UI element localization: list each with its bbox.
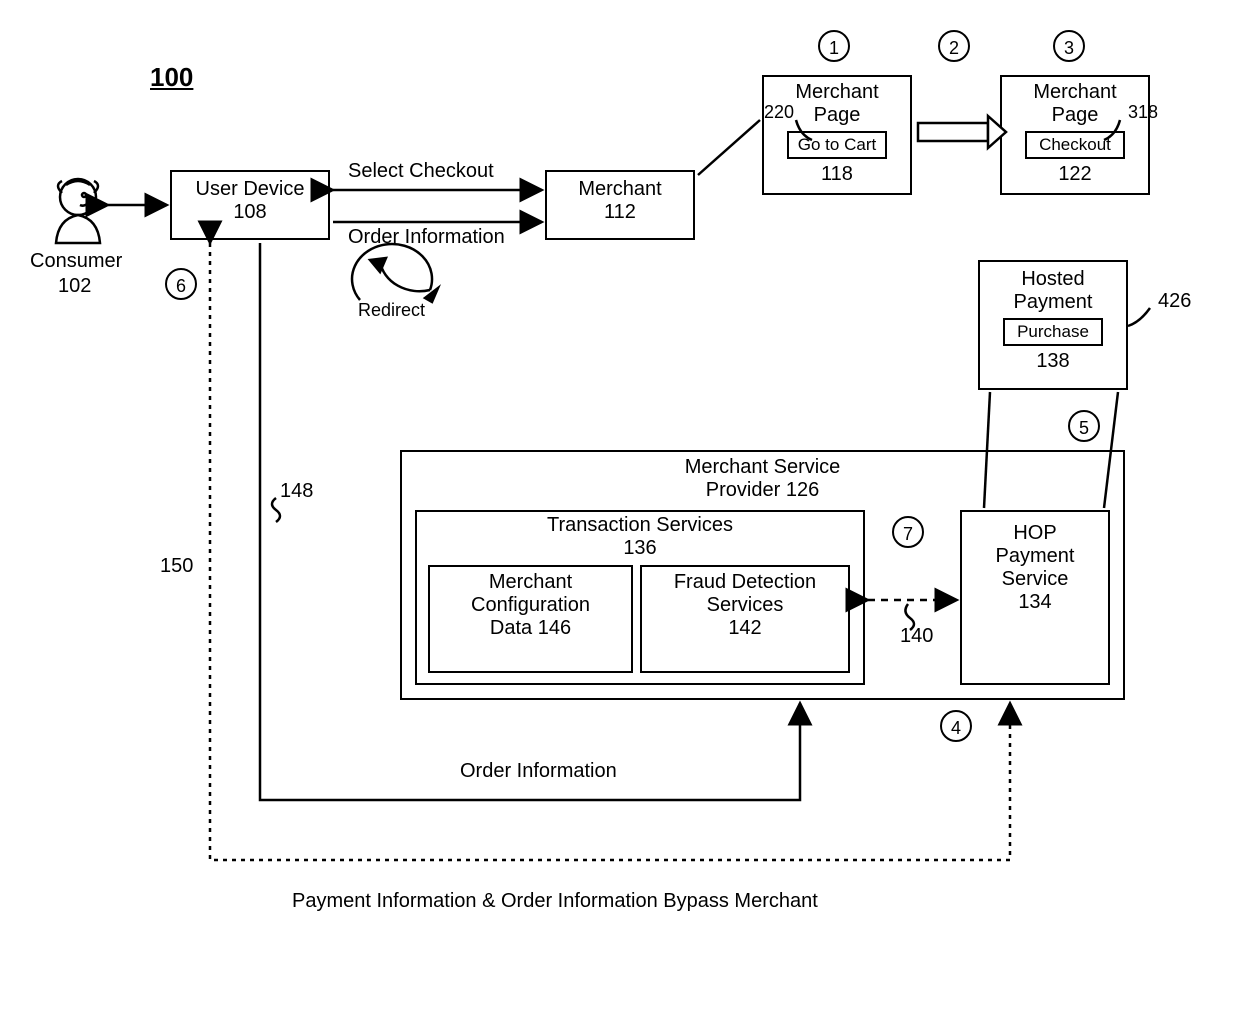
- user-device-line1: User Device: [172, 178, 328, 201]
- user-device-line2: 108: [172, 201, 328, 224]
- mp1-callout-220: 220: [764, 102, 794, 123]
- purchase-button[interactable]: Purchase: [1003, 318, 1103, 346]
- label-bypass: Payment Information & Order Information …: [292, 890, 818, 913]
- fraud-detection-box: Fraud Detection Services 142: [640, 565, 850, 673]
- checkout-button[interactable]: Checkout: [1025, 131, 1125, 159]
- fds3: 142: [642, 617, 848, 640]
- step-6: 6: [165, 268, 197, 300]
- ts-ref: 136: [417, 537, 863, 560]
- merchant-config-box: Merchant Configuration Data 146: [428, 565, 633, 673]
- label-150: 150: [160, 555, 193, 578]
- dash-ref-140: 140: [900, 625, 933, 648]
- mp1-ref: 118: [764, 163, 910, 186]
- label-order-info-bottom: Order Information: [460, 760, 617, 783]
- mp1-title1: Merchant: [764, 81, 910, 104]
- consumer-label: Consumer: [30, 250, 122, 273]
- msp-title1: Merchant Service: [402, 456, 1123, 479]
- label-148: 148: [280, 480, 313, 503]
- fds1: Fraud Detection: [642, 571, 848, 594]
- hop1: HOP: [962, 522, 1108, 545]
- hop-box: HOP Payment Service 134: [960, 510, 1110, 685]
- ts-title: Transaction Services: [417, 514, 863, 537]
- merchant-line1: Merchant: [547, 178, 693, 201]
- hop2: Payment: [962, 545, 1108, 568]
- mcd3: Data 146: [430, 617, 631, 640]
- hp-callout-426: 426: [1158, 290, 1191, 313]
- step-1: 1: [818, 30, 850, 62]
- mp2-ref: 122: [1002, 163, 1148, 186]
- hp-title2: Payment: [980, 291, 1126, 314]
- merchant-page-1: Merchant Page Go to Cart 118: [762, 75, 912, 195]
- hp-title1: Hosted: [980, 268, 1126, 291]
- label-select-checkout: Select Checkout: [348, 160, 494, 183]
- figure-reference: 100: [150, 62, 193, 93]
- step-2: 2: [938, 30, 970, 62]
- go-to-cart-button[interactable]: Go to Cart: [787, 131, 887, 159]
- mcd2: Configuration: [430, 594, 631, 617]
- merchant-page-2: Merchant Page Checkout 122: [1000, 75, 1150, 195]
- mp2-title2: Page: [1002, 104, 1148, 127]
- diagram-canvas: 100 Consumer 102 User Device 108 Merchan…: [0, 0, 1240, 1028]
- fds2: Services: [642, 594, 848, 617]
- step-4: 4: [940, 710, 972, 742]
- hop3: Service: [962, 568, 1108, 591]
- consumer-ref: 102: [58, 275, 91, 298]
- mcd1: Merchant: [430, 571, 631, 594]
- mp2-title1: Merchant: [1002, 81, 1148, 104]
- msp-title2: Provider 126: [402, 479, 1123, 502]
- merchant-box: Merchant 112: [545, 170, 695, 240]
- redirect-label: Redirect: [358, 300, 425, 321]
- step-7: 7: [892, 516, 924, 548]
- step-3: 3: [1053, 30, 1085, 62]
- hop4: 134: [962, 591, 1108, 614]
- label-order-info-top: Order Information: [348, 226, 505, 249]
- step-5: 5: [1068, 410, 1100, 442]
- hp-ref: 138: [980, 350, 1126, 373]
- mp2-callout-318: 318: [1128, 102, 1158, 123]
- merchant-line2: 112: [547, 201, 693, 224]
- user-device-box: User Device 108: [170, 170, 330, 240]
- hosted-payment-box: Hosted Payment Purchase 138: [978, 260, 1128, 390]
